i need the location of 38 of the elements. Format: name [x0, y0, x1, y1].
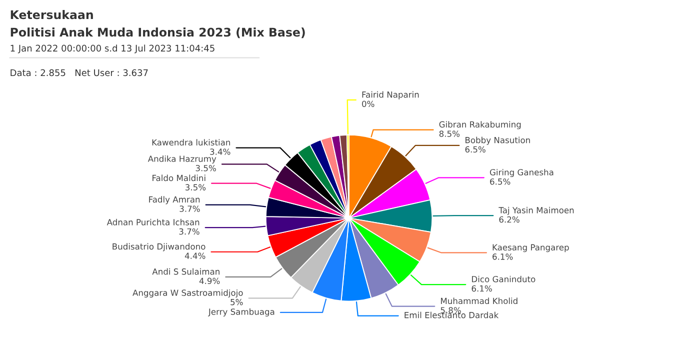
data-label: 6.5% [490, 178, 510, 185]
data-label: 3.5% [186, 184, 206, 190]
data-label: 0% [362, 100, 374, 108]
text: 1 Jan 2022 00:00:00 s.d 13 Jul 2023 11:04:45 [10, 44, 214, 54]
data-label: 4.4% [184, 252, 206, 259]
data-label: 3.4% [210, 148, 230, 155]
data-label: 4.9% [199, 278, 220, 284]
data-label: 3.5% [196, 164, 216, 172]
slice-label: Taj Yasin Maimoen [498, 206, 574, 215]
slice-label: Fadly Amran [149, 196, 200, 204]
slice-label: Muhammad Kholid [441, 298, 518, 304]
slice-label: Andika Hazrumy [148, 155, 216, 164]
text: Data : 2.855 Net User : 3.637 [10, 69, 148, 76]
slice-label: Budisatrio Djiwandono [112, 243, 206, 252]
data-label: 5% [230, 298, 243, 306]
data-label: 5.8% [440, 307, 461, 314]
data-label: 3.7% [179, 228, 200, 235]
data-label: 6.2% [499, 216, 520, 223]
slice-label: Adnan Purichta Ichsan [106, 218, 200, 226]
data-label: 6.5% [465, 146, 486, 153]
data-label: 8.5% [439, 130, 460, 137]
data-label: 6.1% [472, 285, 492, 292]
slice-label: Fairid Naparin [362, 91, 419, 100]
slice-label: Giring Ganesha [490, 168, 554, 178]
chart-subtitle: Politisi Anak Muda Indonsia 2023 (Mix Base) [10, 28, 305, 38]
slice-label: Faldo Maldini [152, 174, 206, 182]
slice-label: Emil Elestianto Dardak [404, 312, 499, 318]
slice-label: Bobby Nasution [466, 136, 530, 145]
slice-label: Gibran Rakabuming [439, 121, 521, 130]
slice-label: Anggara W Sastroamidjojo [132, 289, 243, 298]
chart-title: Ketersukaan [10, 10, 93, 20]
slice-label: Kawendra lukistian [152, 139, 230, 146]
slice-label: Dico Ganinduto [472, 276, 536, 282]
data-label: 3.7% [180, 206, 200, 212]
data-label: 6.1% [492, 254, 513, 260]
slice-label: Jerry Sambuaga [208, 308, 274, 316]
slice-label: Andi S Sulaiman [152, 268, 220, 275]
slice-label: Kaesang Pangarep [492, 244, 569, 252]
